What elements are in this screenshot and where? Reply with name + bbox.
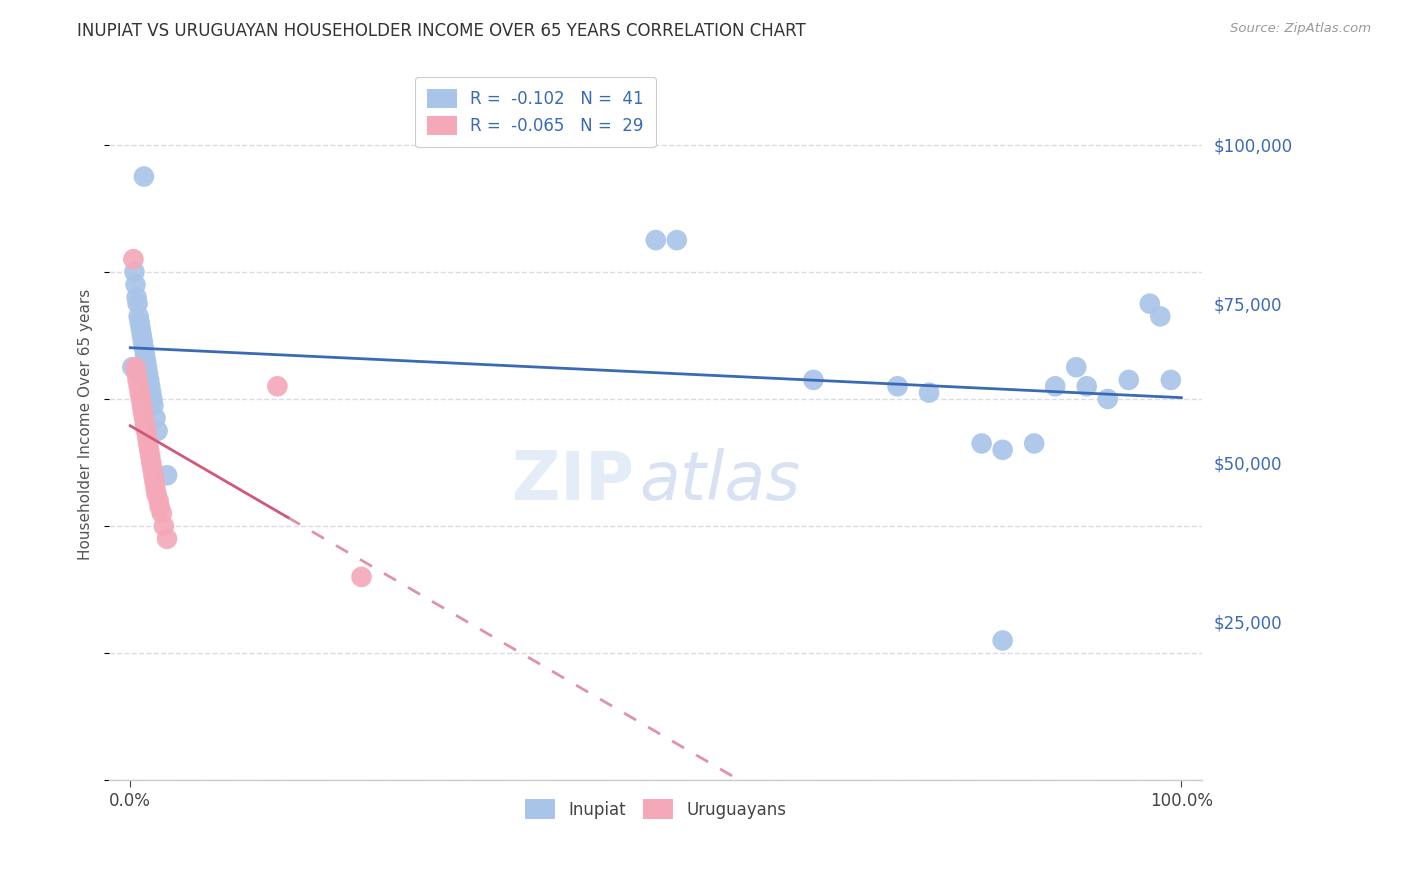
Point [136, 436, 159, 450]
Legend: Inupiat, Uruguayans: Inupiat, Uruguayans [519, 793, 793, 825]
Point [135, 424, 157, 438]
Point [124, 360, 146, 375]
Point [145, 487, 167, 501]
Point [991, 442, 1014, 457]
Point [145, 411, 167, 425]
Point [153, 519, 176, 533]
Point [1160, 373, 1182, 387]
Point [125, 367, 148, 381]
Point [143, 475, 166, 489]
Point [131, 398, 153, 412]
Point [129, 392, 152, 406]
Point [136, 430, 159, 444]
Text: INUPIAT VS URUGUAYAN HOUSEHOLDER INCOME OVER 65 YEARS CORRELATION CHART: INUPIAT VS URUGUAYAN HOUSEHOLDER INCOME … [77, 22, 806, 40]
Point [142, 398, 165, 412]
Point [148, 493, 170, 508]
Point [128, 316, 150, 330]
Point [139, 449, 162, 463]
Point [1024, 436, 1046, 450]
Point [125, 290, 148, 304]
Point [991, 633, 1014, 648]
Point [141, 456, 163, 470]
Point [128, 379, 150, 393]
Point [1118, 373, 1140, 387]
Point [122, 252, 145, 267]
Point [132, 411, 155, 425]
Point [129, 322, 152, 336]
Point [132, 169, 155, 184]
Point [124, 265, 146, 279]
Point [803, 373, 825, 387]
Y-axis label: Householder Income Over 65 years: Householder Income Over 65 years [79, 289, 93, 560]
Text: ZIP: ZIP [512, 449, 634, 515]
Point [141, 462, 163, 476]
Point [350, 570, 373, 584]
Point [141, 385, 163, 400]
Point [132, 334, 155, 349]
Point [127, 296, 149, 310]
Point [134, 417, 156, 432]
Point [121, 360, 143, 375]
Point [886, 379, 908, 393]
Point [124, 277, 146, 292]
Point [136, 367, 159, 381]
Point [1043, 379, 1066, 393]
Point [665, 233, 688, 247]
Point [145, 481, 167, 495]
Point [1149, 310, 1171, 324]
Point [1076, 379, 1098, 393]
Point [156, 468, 179, 483]
Point [127, 373, 149, 387]
Point [138, 442, 160, 457]
Point [128, 385, 150, 400]
Point [138, 373, 160, 387]
Point [1097, 392, 1119, 406]
Point [131, 328, 153, 343]
Point [149, 500, 172, 514]
Text: atlas: atlas [640, 449, 800, 515]
Point [141, 392, 163, 406]
Point [266, 379, 288, 393]
Point [146, 424, 169, 438]
Point [1064, 360, 1087, 375]
Point [918, 385, 941, 400]
Point [136, 360, 159, 375]
Point [135, 354, 157, 368]
Point [970, 436, 993, 450]
Point [156, 532, 179, 546]
Point [128, 310, 150, 324]
Point [142, 468, 165, 483]
Point [1139, 296, 1161, 310]
Point [139, 379, 162, 393]
Point [644, 233, 666, 247]
Text: Source: ZipAtlas.com: Source: ZipAtlas.com [1230, 22, 1371, 36]
Point [132, 405, 155, 419]
Point [132, 341, 155, 355]
Point [134, 347, 156, 361]
Point [150, 507, 173, 521]
